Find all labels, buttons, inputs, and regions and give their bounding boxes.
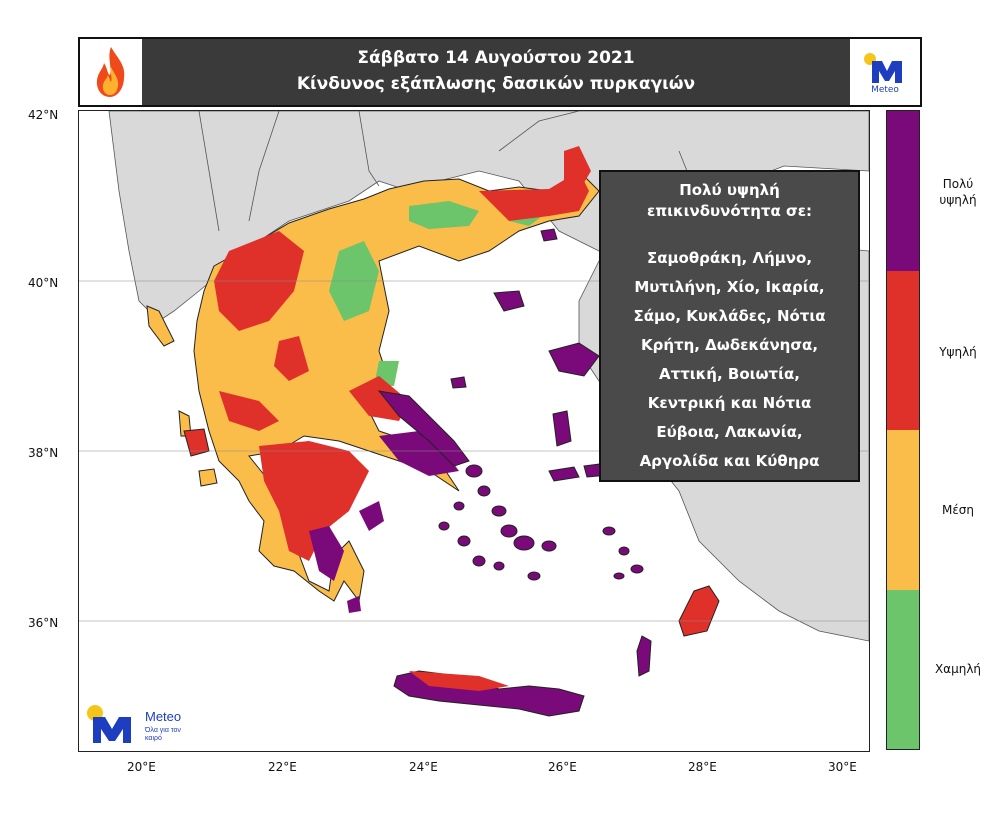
lon-label-24: 24°E xyxy=(409,760,438,774)
lon-label-26: 26°E xyxy=(548,760,577,774)
samothrace-island xyxy=(540,228,558,242)
very-high-risk-areas xyxy=(309,431,459,613)
lon-label-20: 20°E xyxy=(127,760,156,774)
lat-label-42: 42°N xyxy=(28,108,59,122)
legend-label-very-high: Πολύ υψηλή xyxy=(939,177,977,207)
map-header: Σάββατο 14 Αυγούστου 2021 Κίνδυνος εξάπλ… xyxy=(78,37,922,107)
colorbar-high xyxy=(887,270,919,430)
lon-label-30: 30°E xyxy=(828,760,857,774)
callout-line: Κεντρική και Νότια xyxy=(647,394,812,412)
callout-line: Σάμο, Κυκλάδες, Νότια xyxy=(633,307,826,325)
dodecanese-islands xyxy=(602,526,644,580)
callout-line: Μυτιλήνη, Χίο, Ικαρία, xyxy=(634,278,825,296)
sporades-island xyxy=(450,376,467,389)
fire-logo xyxy=(80,39,142,105)
callout-heading: Πολύ υψηλή επικινδυνότητα σε: xyxy=(601,180,858,222)
meteo-watermark-icon xyxy=(87,705,131,743)
ionian-islands xyxy=(146,305,218,487)
chios-island xyxy=(552,410,572,447)
lemnos-island xyxy=(493,290,525,312)
colorbar-low xyxy=(887,589,919,749)
watermark-tagline: Όλα για τον καιρό xyxy=(145,727,181,742)
lat-label-40: 40°N xyxy=(28,276,59,290)
karpathos-island xyxy=(636,635,652,677)
lat-label-36: 36°N xyxy=(28,616,59,630)
lesvos-island xyxy=(548,342,600,377)
header-logo-text: Meteo xyxy=(871,85,899,95)
colorbar-very-high xyxy=(887,111,919,271)
callout-line: Αργολίδα και Κύθηρα xyxy=(639,452,820,470)
ikaria-island xyxy=(548,466,580,482)
legend-label-high: Υψηλή xyxy=(939,345,977,359)
cyclades-islands xyxy=(438,464,557,581)
callout-heading-line2: επικινδυνότητα σε: xyxy=(646,202,813,220)
map-title: Σάββατο 14 Αυγούστου 2021 Κίνδυνος εξάπλ… xyxy=(142,45,850,97)
lon-label-22: 22°E xyxy=(268,760,297,774)
callout-line: Εύβοια, Λακωνία, xyxy=(656,423,803,441)
title-date: Σάββατο 14 Αυγούστου 2021 xyxy=(357,48,635,68)
callout-heading-line1: Πολύ υψηλή xyxy=(679,181,780,199)
callout-line: Αττική, Βοιωτία, xyxy=(659,365,800,383)
lat-label-38: 38°N xyxy=(28,446,59,460)
lon-label-28: 28°E xyxy=(688,760,717,774)
risk-colorbar xyxy=(886,110,920,750)
meteo-watermark: Meteo Όλα για τον καιρό xyxy=(85,703,205,747)
legend-label-low: Χαμηλή xyxy=(934,662,982,676)
evia-island xyxy=(377,390,470,467)
callout-line: Κρήτη, Δωδεκάνησα, xyxy=(640,336,819,354)
callout-line: Σαμοθράκη, Λήμνο, xyxy=(646,249,813,267)
title-subtitle: Κίνδυνος εξάπλωσης δασικών πυρκαγιών xyxy=(296,74,696,94)
very-high-risk-callout: Πολύ υψηλή επικινδυνότητα σε: Σαμοθράκη,… xyxy=(599,170,860,482)
colorbar-medium xyxy=(887,430,919,590)
meteo-logo: Meteo xyxy=(850,39,920,105)
meteo-m-icon xyxy=(864,53,902,83)
fire-icon xyxy=(96,47,125,97)
crete-north-high xyxy=(409,671,509,691)
rhodes-island xyxy=(678,585,720,637)
watermark-brand: Meteo xyxy=(145,709,182,724)
legend-label-medium: Μέση xyxy=(941,503,975,517)
callout-body: Σαμοθράκη, Λήμνο, Μυτιλήνη, Χίο, Ικαρία,… xyxy=(601,244,858,476)
